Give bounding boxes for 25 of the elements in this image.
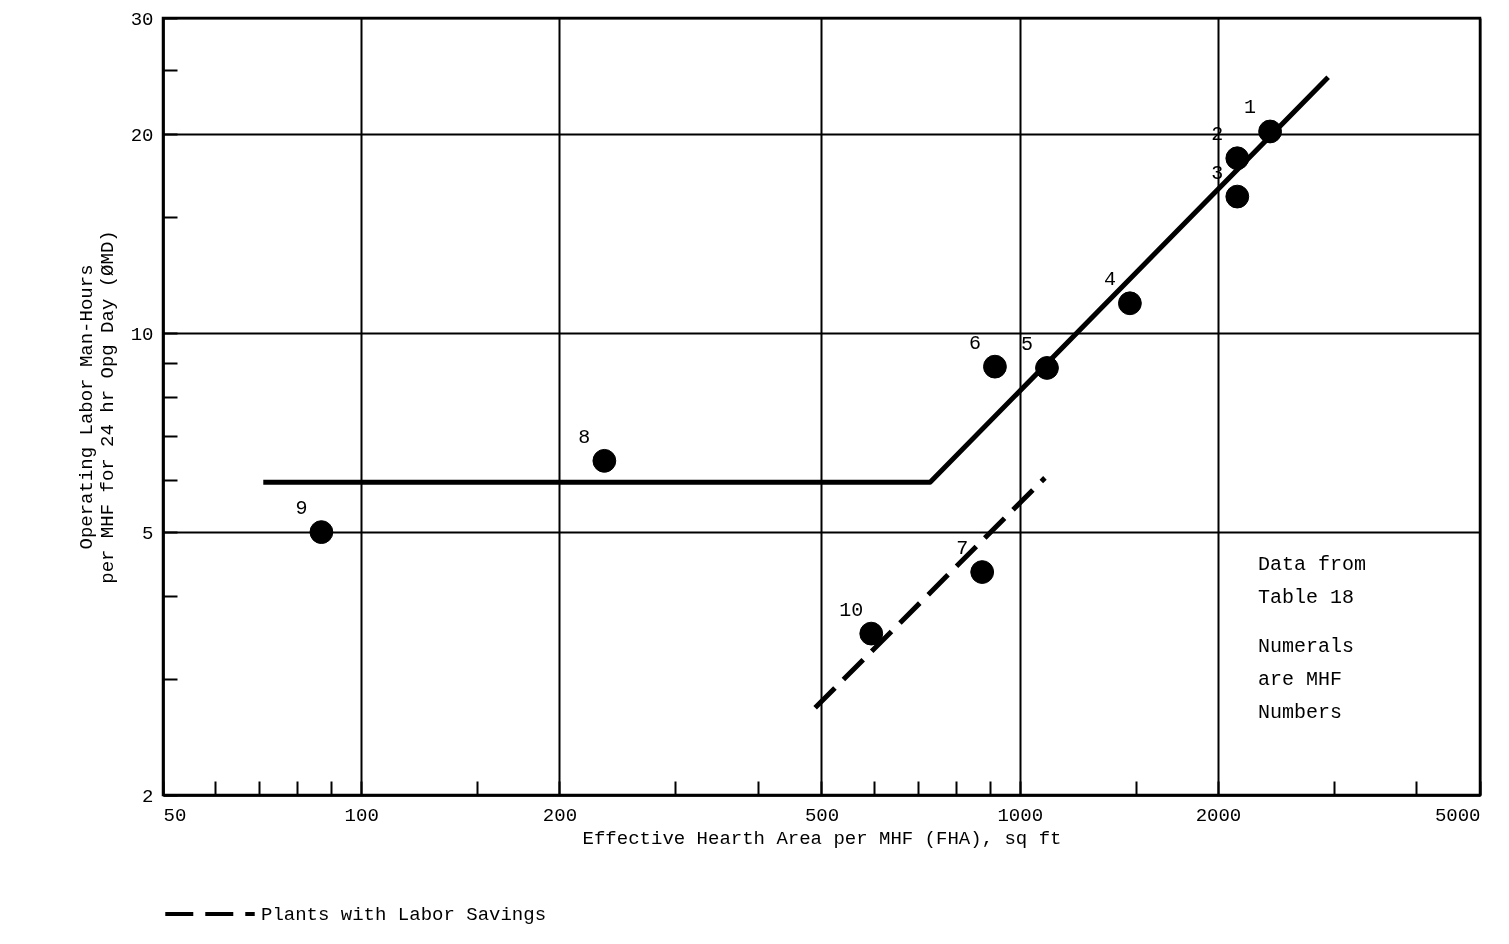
annotation: 10 [839, 598, 864, 622]
legend-label: Plants with Labor Savings [261, 904, 547, 926]
y-axis-title: Operating Labor Man-Hours per MHF for 24 hr Opg Day (ØMD) [75, 230, 119, 584]
x-tick-label: 200 [542, 804, 578, 827]
x-axis-title: Effective Hearth Area per MHF (FHA), sq ft [582, 827, 1062, 850]
annotation: 5 [1020, 332, 1033, 356]
y-tick-label: 5 [142, 522, 154, 545]
x-tick-label: 100 [344, 804, 379, 827]
x-tick-label: 2000 [1195, 804, 1242, 827]
x-tick-label: 5000 [1434, 804, 1481, 827]
annotation: 7 [956, 537, 969, 561]
annotation: 4 [1103, 268, 1116, 292]
annotation: 8 [578, 425, 591, 449]
annotation: 9 [295, 497, 308, 521]
y-tick-label: 10 [130, 323, 154, 346]
y-tick-label: 30 [130, 8, 154, 31]
x-tick-label: 50 [163, 804, 187, 827]
y-tick-label: 2 [142, 785, 154, 808]
annotation: Numerals are MHF Numbers [1258, 635, 1355, 725]
x-tick-label: 500 [804, 804, 840, 827]
y-tick-label: 20 [130, 124, 154, 147]
annotation: Data from Table 18 [1258, 553, 1367, 610]
x-tick-label: 1000 [997, 804, 1044, 827]
annotation: 6 [968, 331, 981, 355]
annotation: 1 [1244, 96, 1257, 120]
